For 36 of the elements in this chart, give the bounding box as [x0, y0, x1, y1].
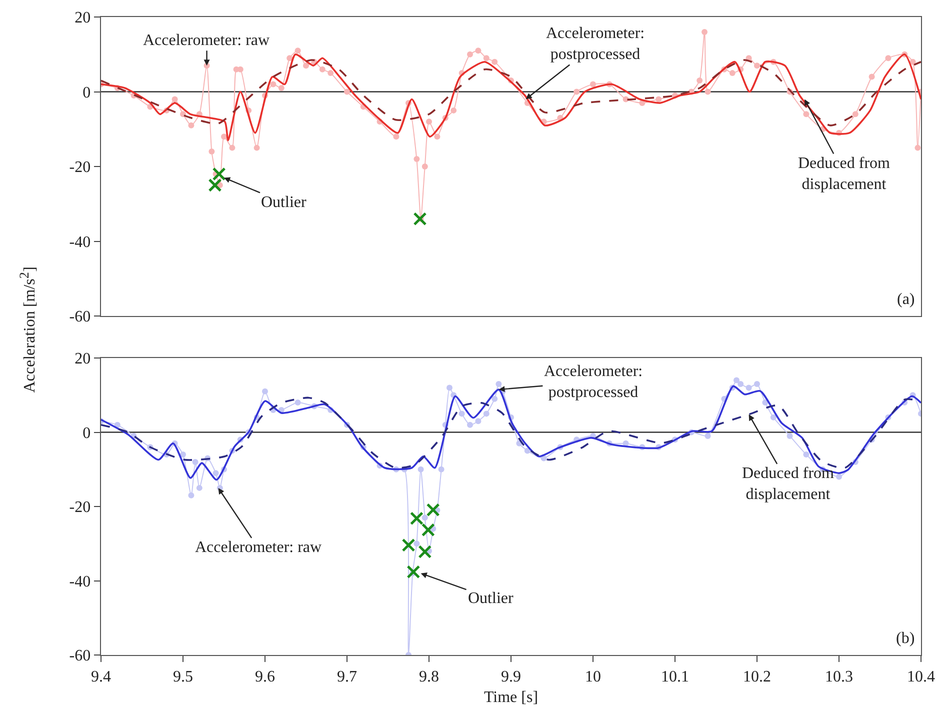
x-tick-label: 9.9: [501, 668, 521, 686]
x-tick-label: 9.7: [337, 668, 357, 686]
point: [208, 178, 222, 192]
annotation: Accelerometer: raw: [195, 539, 322, 556]
annotation: Accelerometer: raw: [143, 32, 270, 49]
point: [212, 167, 226, 181]
y-tick-label: -60: [69, 648, 91, 665]
x-tick-label: 9.4: [91, 668, 111, 686]
y-tick-label: 20: [74, 350, 91, 368]
annotation: Deduced from displacement: [798, 155, 891, 193]
y-tick-label: -20: [69, 499, 91, 516]
x-tick-label: 10.1: [661, 668, 689, 686]
x-axis-title: Time [s]: [484, 689, 538, 706]
annotation: (b): [896, 630, 915, 647]
annotation: Outlier: [261, 194, 307, 211]
line-series: [101, 385, 921, 481]
point: [413, 212, 427, 226]
y-tick-label: -40: [69, 234, 91, 251]
y-tick-label: 0: [82, 424, 91, 442]
x-tick-label: 10.2: [743, 668, 771, 686]
x-tick-label: 10: [585, 668, 601, 686]
x-tick-label: 9.6: [255, 668, 275, 686]
x-tick-label: 9.5: [173, 668, 193, 686]
y-tick-label: 0: [82, 84, 91, 102]
y-tick-label: -60: [69, 308, 91, 326]
x-tick-label: 9.8: [419, 668, 439, 686]
x-tick-label: 10.3: [825, 668, 853, 686]
annotation: Accelerometer: postprocessed: [544, 363, 643, 401]
annotation: Deduced from displacement: [742, 465, 835, 503]
annotation: Accelerometer: postprocessed: [546, 25, 645, 63]
x-tick-label: 10.4: [907, 668, 935, 686]
y-tick-label: -40: [69, 573, 91, 590]
annotation: (a): [897, 291, 915, 308]
annotation: Outlier: [468, 590, 514, 607]
y-tick-label: -20: [69, 159, 91, 176]
y-tick-label: 20: [74, 10, 91, 27]
